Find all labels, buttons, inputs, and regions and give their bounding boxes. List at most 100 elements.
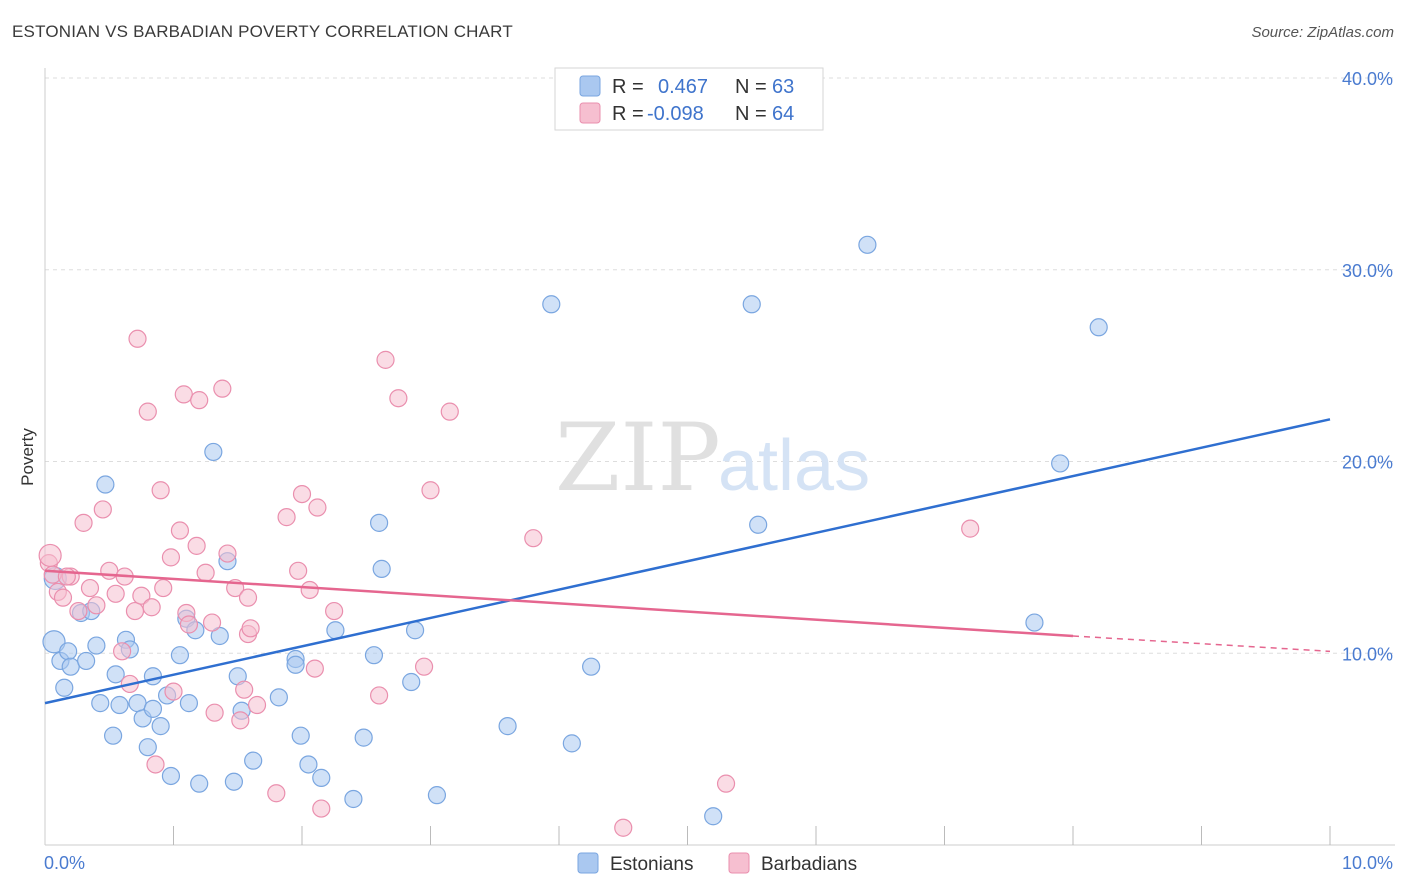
point-barbadian — [614, 818, 633, 837]
y-tick-label: 20.0% — [1342, 453, 1393, 473]
point-barbadian — [154, 578, 173, 598]
point-estonian — [1051, 454, 1070, 473]
trend-lines — [44, 418, 1331, 705]
point-estonian — [291, 726, 310, 745]
legend-n-value-1: 63 — [772, 76, 794, 98]
legend-swatch-barbadians — [579, 102, 601, 124]
point-barbadian — [308, 498, 327, 517]
point-barbadian — [202, 613, 222, 632]
point-estonian — [210, 626, 229, 646]
point-barbadian — [179, 615, 199, 634]
point-estonian — [562, 734, 581, 753]
point-barbadian — [325, 601, 344, 621]
point-barbadian — [213, 379, 232, 398]
point-estonian — [170, 646, 190, 665]
point-barbadian — [128, 329, 147, 348]
point-barbadian — [389, 389, 408, 408]
point-estonian — [55, 678, 74, 697]
point-estonian — [77, 651, 96, 671]
point-estonian — [1089, 318, 1108, 337]
point-barbadian — [87, 596, 106, 615]
point-barbadian — [164, 682, 183, 701]
series-barbadians — [38, 329, 980, 837]
y-tick-labels: 10.0% 20.0% 30.0% 40.0% — [1342, 69, 1393, 664]
point-barbadian — [247, 695, 267, 715]
point-estonian — [286, 655, 305, 674]
x-tick-labels: 0.0% 10.0% — [44, 853, 1393, 873]
point-barbadian — [235, 680, 254, 699]
point-barbadian — [190, 391, 209, 410]
trend-line-estonians — [44, 418, 1331, 705]
point-barbadian — [305, 659, 324, 678]
point-barbadian — [132, 586, 151, 605]
point-barbadian — [69, 601, 88, 621]
point-estonian — [749, 515, 768, 534]
point-barbadian — [292, 484, 312, 504]
y-tick-label: 10.0% — [1342, 644, 1393, 664]
point-estonian — [405, 621, 425, 640]
x-tick-label: 10.0% — [1342, 853, 1393, 873]
point-barbadian — [125, 601, 145, 621]
point-estonian — [143, 699, 163, 718]
point-barbadian — [146, 755, 165, 774]
point-barbadian — [218, 544, 237, 563]
top-legend: R = 0.467 N = 63 R = -0.098 N = 64 — [554, 67, 824, 131]
point-barbadian — [174, 385, 193, 404]
point-barbadian — [524, 529, 543, 548]
point-estonian — [354, 728, 373, 747]
point-estonian — [582, 657, 601, 676]
point-estonian — [742, 295, 761, 314]
watermark-zip: ZIP — [555, 404, 721, 513]
legend-n-label-2: N = — [735, 103, 767, 125]
point-estonian — [42, 630, 66, 654]
point-barbadian — [231, 711, 250, 730]
watermark: ZIP atlas — [555, 404, 870, 513]
y-tick-label: 30.0% — [1342, 261, 1393, 281]
point-barbadian — [187, 536, 206, 555]
point-estonian — [498, 717, 517, 736]
point-barbadian — [53, 588, 73, 607]
trend-line-barbadians — [44, 569, 1074, 638]
point-estonian — [190, 774, 209, 793]
bottom-legend-swatch-barbadians — [728, 852, 750, 874]
point-estonian — [151, 717, 170, 736]
point-estonian — [1025, 613, 1044, 632]
y-tick-label: 40.0% — [1342, 69, 1393, 89]
point-estonian — [138, 738, 157, 757]
point-estonian — [402, 672, 421, 692]
point-estonian — [370, 513, 389, 532]
point-estonian — [269, 688, 288, 707]
point-barbadian — [106, 584, 125, 603]
legend-n-value-2: 64 — [772, 103, 794, 125]
y-axis-title: Poverty — [18, 428, 37, 486]
point-barbadian — [205, 703, 224, 722]
point-estonian — [312, 768, 331, 787]
point-barbadian — [38, 543, 62, 568]
point-estonian — [326, 621, 345, 640]
point-barbadian — [196, 563, 215, 582]
chart-title: ESTONIAN VS BARBADIAN POVERTY CORRELATIO… — [12, 22, 513, 41]
point-estonian — [299, 755, 318, 774]
point-barbadian — [161, 548, 181, 567]
legend-r-value-2: -0.098 — [647, 103, 704, 125]
legend-n-label-1: N = — [735, 76, 767, 98]
point-barbadian — [277, 508, 296, 527]
point-barbadian — [93, 500, 112, 519]
point-estonian — [858, 235, 877, 254]
point-estonian — [59, 642, 78, 661]
bottom-legend-estonians: Estonians — [610, 854, 693, 875]
point-barbadian — [312, 799, 331, 818]
bottom-legend: Estonians Barbadians — [577, 852, 857, 875]
point-estonian — [224, 772, 243, 791]
bottom-legend-barbadians: Barbadians — [761, 854, 857, 875]
point-barbadian — [80, 578, 100, 598]
point-barbadian — [112, 642, 132, 661]
point-estonian — [106, 665, 125, 684]
point-barbadian — [238, 588, 258, 607]
point-estonian — [704, 807, 723, 826]
watermark-atlas: atlas — [718, 426, 870, 506]
x-tick-label: 0.0% — [44, 853, 85, 873]
point-estonian — [372, 559, 391, 578]
point-estonian — [143, 667, 163, 686]
point-estonian — [128, 694, 147, 713]
